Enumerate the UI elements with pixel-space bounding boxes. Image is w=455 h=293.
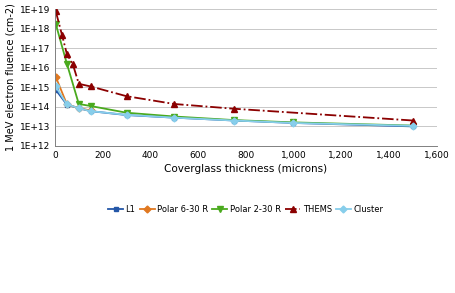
Polar 6-30 R (53, 75, 58, 79)
L1 (231, 119, 237, 122)
THEMS (410, 119, 415, 122)
L1 (410, 125, 415, 128)
L1 (291, 121, 296, 125)
Cluster (172, 116, 177, 120)
X-axis label: Coverglass thickness (microns): Coverglass thickness (microns) (164, 164, 327, 174)
THEMS (172, 102, 177, 106)
Line: Polar 6-30 R: Polar 6-30 R (53, 74, 93, 113)
THEMS (124, 94, 129, 98)
L1 (53, 88, 58, 91)
Polar 2-30 R (410, 124, 415, 127)
Polar 2-30 R (172, 115, 177, 118)
Polar 6-30 R (64, 103, 70, 106)
Polar 2-30 R (231, 118, 237, 122)
Cluster (64, 103, 70, 106)
L1 (64, 103, 70, 106)
Cluster (88, 109, 93, 113)
THEMS (231, 107, 237, 110)
Line: Cluster: Cluster (53, 84, 415, 128)
Line: THEMS: THEMS (52, 8, 416, 124)
THEMS (76, 82, 81, 86)
Cluster (76, 106, 81, 110)
Line: Polar 2-30 R: Polar 2-30 R (52, 21, 416, 129)
Cluster (291, 121, 296, 125)
THEMS (60, 34, 65, 37)
Cluster (231, 119, 237, 122)
Polar 6-30 R (88, 109, 93, 112)
Polar 2-30 R (124, 111, 129, 115)
Cluster (410, 124, 415, 127)
THEMS (70, 62, 76, 66)
L1 (88, 109, 93, 113)
THEMS (88, 85, 93, 88)
Legend: L1, Polar 6-30 R, Polar 2-30 R, THEMS, Cluster: L1, Polar 6-30 R, Polar 2-30 R, THEMS, C… (108, 205, 384, 214)
THEMS (53, 9, 58, 13)
Line: L1: L1 (53, 87, 415, 129)
L1 (76, 106, 81, 110)
L1 (124, 113, 129, 117)
Polar 2-30 R (53, 22, 58, 25)
Polar 2-30 R (76, 102, 81, 106)
Polar 2-30 R (291, 121, 296, 124)
Y-axis label: 1 MeV electron fluence (cm-2): 1 MeV electron fluence (cm-2) (5, 4, 15, 151)
Cluster (53, 85, 58, 88)
Cluster (124, 113, 129, 117)
Polar 6-30 R (76, 106, 81, 110)
Polar 2-30 R (88, 104, 93, 108)
THEMS (64, 52, 70, 56)
Polar 2-30 R (64, 62, 70, 66)
L1 (172, 116, 177, 120)
